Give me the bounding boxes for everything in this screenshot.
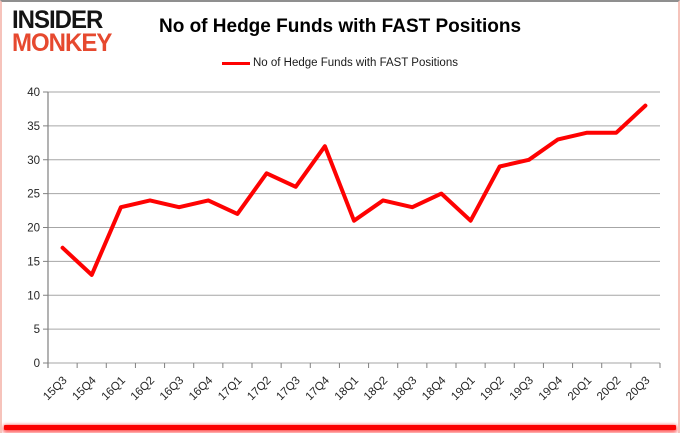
- x-tick-label: 18Q1: [333, 375, 361, 403]
- x-tick-label: 18Q4: [420, 374, 449, 403]
- chart-title: No of Hedge Funds with FAST Positions: [158, 16, 522, 37]
- x-tick-label: 15Q3: [41, 375, 69, 403]
- x-tick-label: 17Q4: [304, 374, 333, 403]
- bottom-accent-bar: [4, 425, 676, 430]
- x-tick-label: 20Q2: [595, 375, 623, 403]
- x-tick-label: 19Q4: [537, 374, 566, 403]
- x-tick-label: 18Q2: [362, 375, 390, 403]
- x-tick-label: 19Q1: [449, 375, 477, 403]
- logo-line-monkey: MONKEY: [12, 28, 112, 57]
- x-tick-label: 18Q3: [391, 375, 419, 403]
- x-tick-label: 17Q1: [216, 375, 244, 403]
- x-tick-label: 17Q3: [274, 375, 302, 403]
- y-tick-label: 10: [27, 290, 40, 302]
- y-tick-label: 0: [34, 358, 40, 370]
- y-tick-label: 5: [34, 324, 40, 336]
- x-tick-label: 16Q4: [187, 374, 216, 403]
- x-tick-label: 16Q1: [100, 375, 128, 403]
- x-tick-label: 15Q4: [70, 374, 99, 403]
- y-tick-label: 20: [27, 223, 40, 235]
- x-tick-label: 19Q2: [478, 375, 506, 403]
- x-tick-label: 16Q3: [158, 375, 186, 403]
- x-tick-label: 19Q3: [508, 375, 536, 403]
- y-tick-label: 35: [27, 121, 40, 133]
- y-tick-label: 25: [27, 189, 40, 201]
- y-tick-label: 30: [27, 155, 40, 167]
- x-tick-label: 20Q3: [624, 375, 652, 403]
- x-tick-label: 17Q2: [245, 375, 273, 403]
- x-tick-label: 20Q1: [566, 375, 594, 403]
- legend: No of Hedge Funds with FAST Positions: [2, 57, 678, 69]
- x-tick-label: 16Q2: [129, 375, 157, 403]
- insider-monkey-logo: INSIDER MONKEY: [12, 5, 112, 57]
- series-line: [60, 103, 648, 277]
- y-tick-label: 40: [27, 87, 40, 99]
- legend-line-swatch-icon: [222, 61, 250, 65]
- y-tick-label: 15: [27, 256, 40, 268]
- legend-label: No of Hedge Funds with FAST Positions: [253, 57, 458, 69]
- logo-line-insider: INSIDER: [12, 5, 103, 35]
